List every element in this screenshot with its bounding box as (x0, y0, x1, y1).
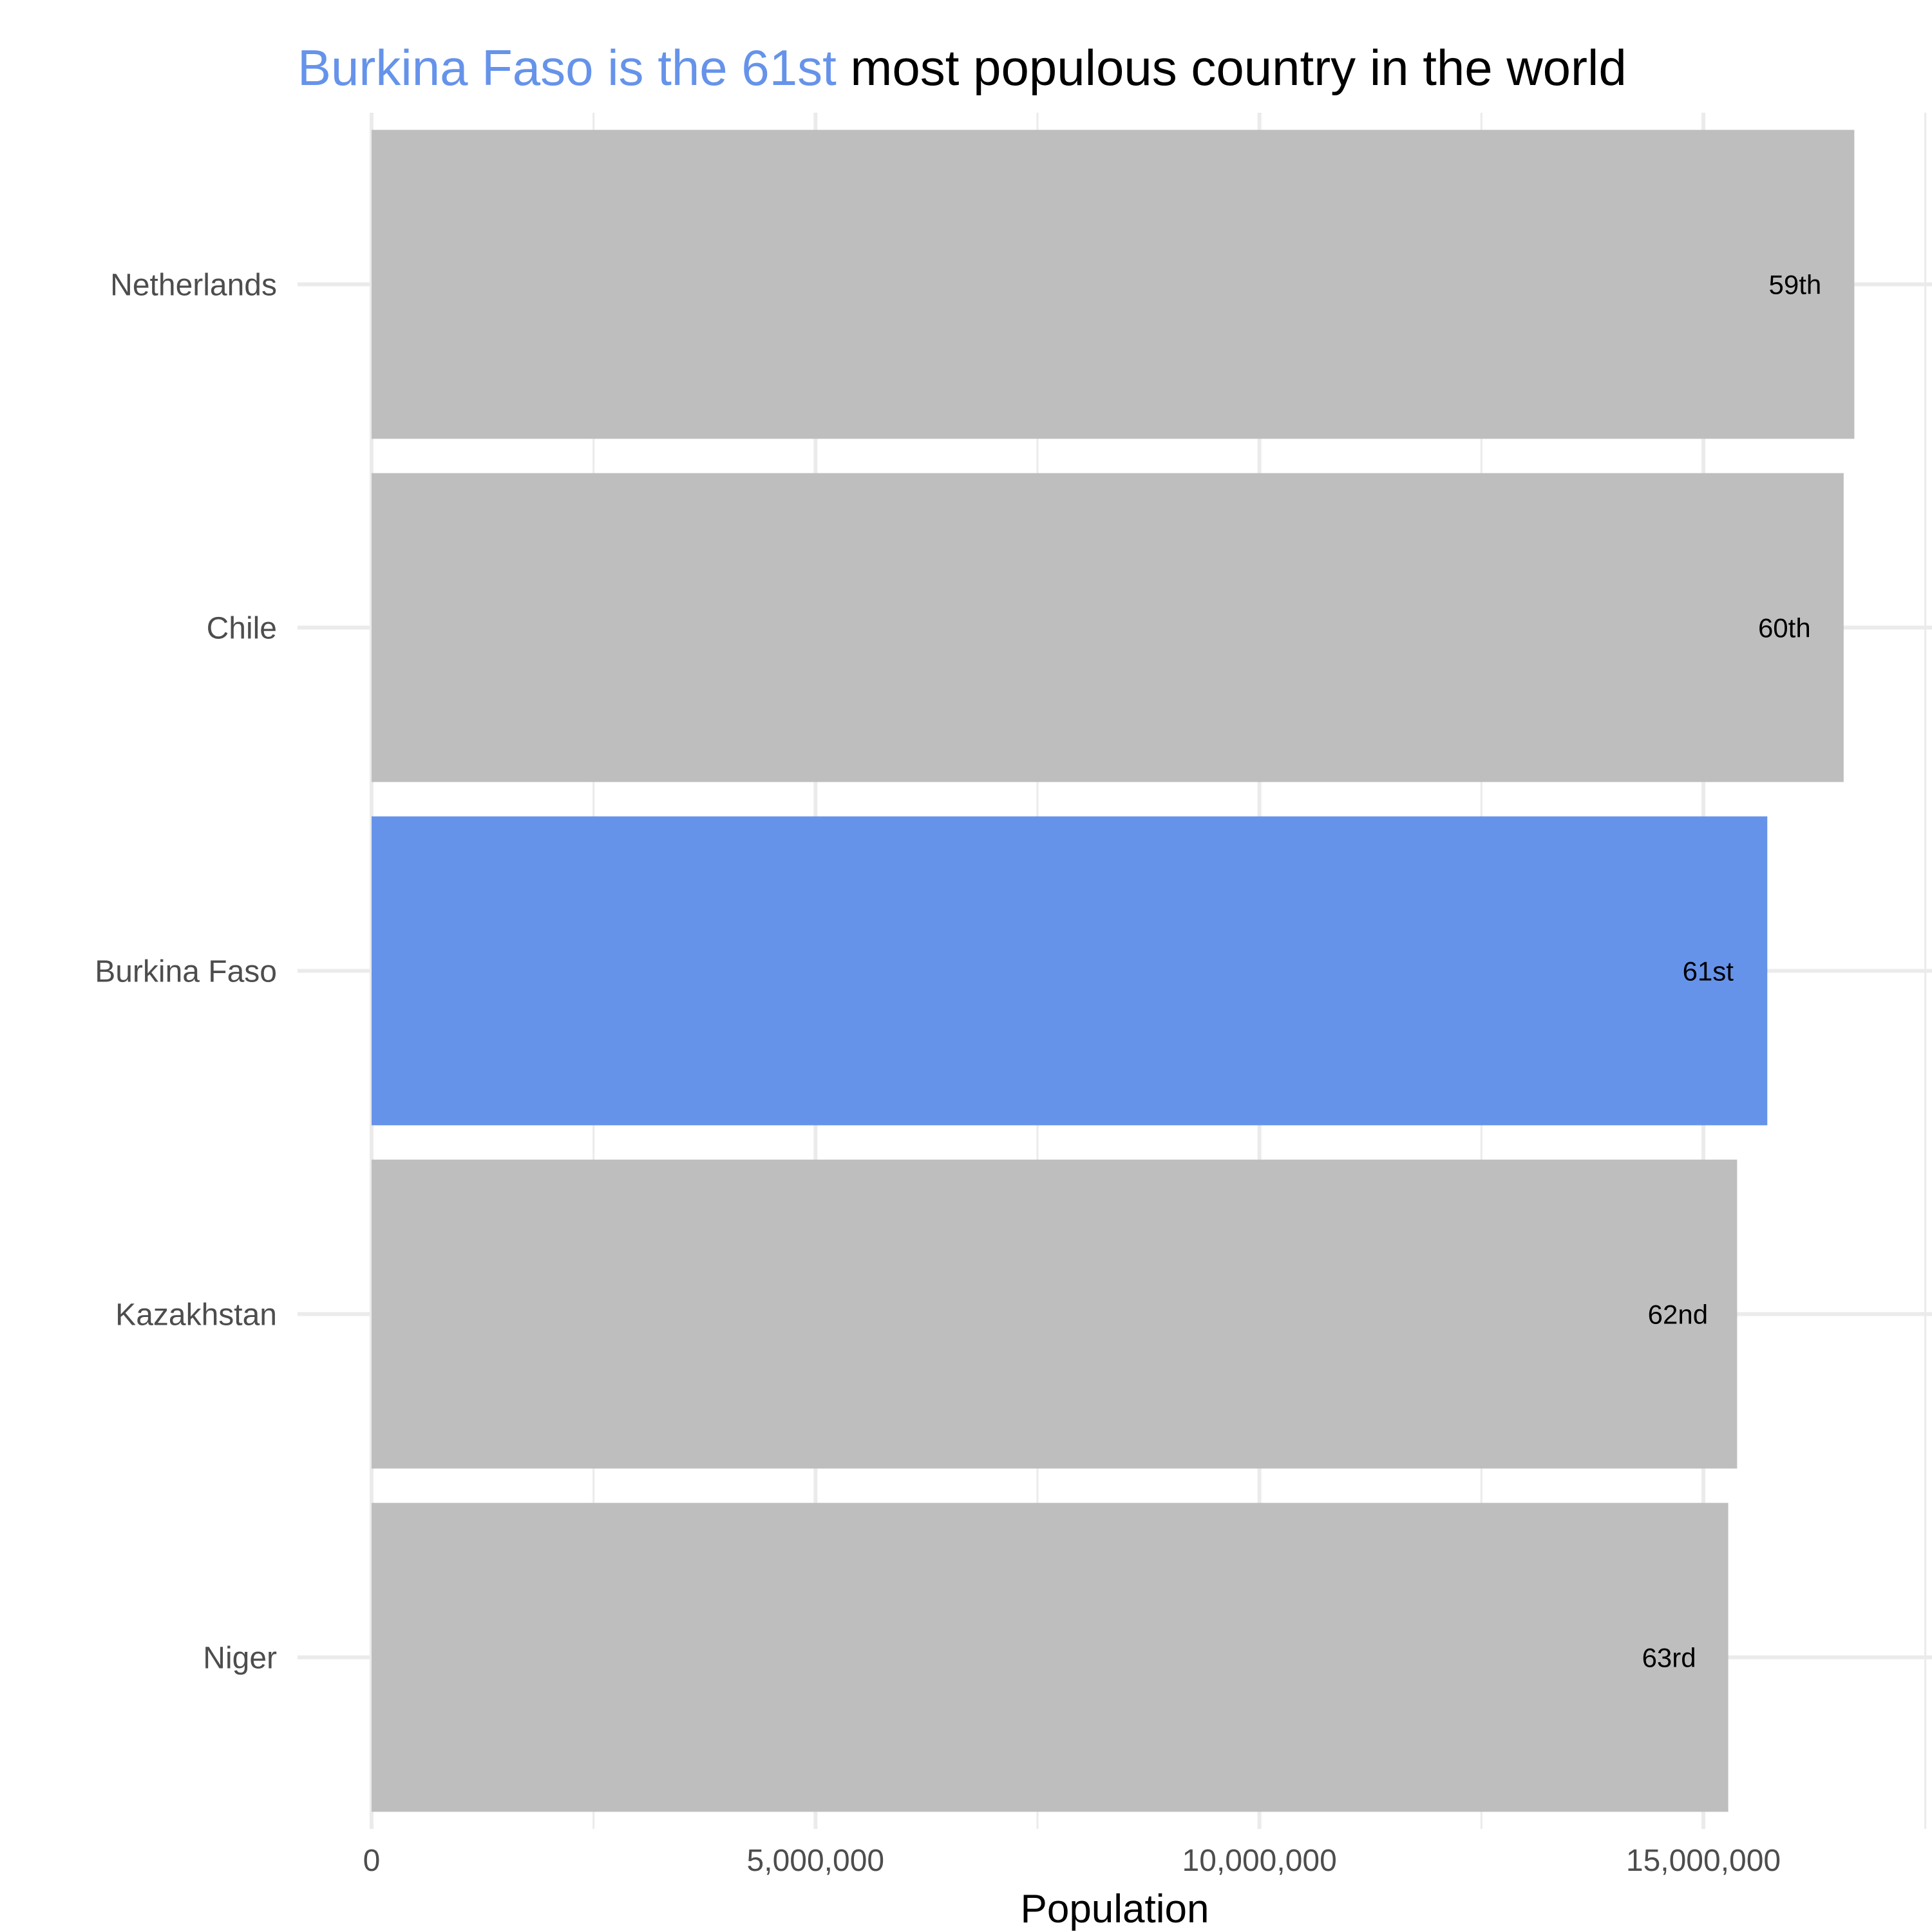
bar-rank-label: 59th (1768, 270, 1821, 300)
chart-title-rest: most populous country in the world (837, 39, 1627, 96)
bar (372, 473, 1844, 782)
y-tick-label: Burkina Faso (95, 955, 277, 989)
y-tick-label: Kazakhstan (115, 1298, 277, 1332)
bar (372, 1502, 1728, 1812)
y-tick-label: Niger (203, 1642, 277, 1676)
bar-rank-labels: 59th 60th 61st 62nd 63rd (1642, 270, 1822, 1673)
y-tick-label: Chile (207, 612, 277, 646)
chart-title: Burkina Faso is the 61st most populous c… (298, 39, 1627, 96)
bar-rank-label: 61st (1683, 956, 1734, 987)
x-axis-title: Population (1020, 1887, 1209, 1931)
x-axis-labels: 0 5,000,000 10,000,000 15,000,000 (363, 1844, 1781, 1878)
bar (372, 1159, 1738, 1469)
chart-title-highlight: Burkina Faso is the 61st (298, 39, 837, 96)
bar (372, 129, 1855, 439)
bar-rank-label: 63rd (1642, 1643, 1696, 1673)
y-axis-labels: Netherlands Chile Burkina Faso Kazakhstan Ni… (95, 269, 277, 1676)
x-tick-label: 10,000,000 (1182, 1844, 1337, 1878)
x-tick-label: 0 (363, 1844, 381, 1878)
x-tick-label: 5,000,000 (747, 1844, 885, 1878)
bar-rank-label: 62nd (1648, 1300, 1708, 1330)
bars (372, 129, 1855, 1812)
bar (372, 816, 1768, 1126)
x-tick-label: 15,000,000 (1626, 1844, 1781, 1878)
y-tick-label: Netherlands (110, 269, 277, 303)
bar-rank-label: 60th (1758, 613, 1811, 643)
